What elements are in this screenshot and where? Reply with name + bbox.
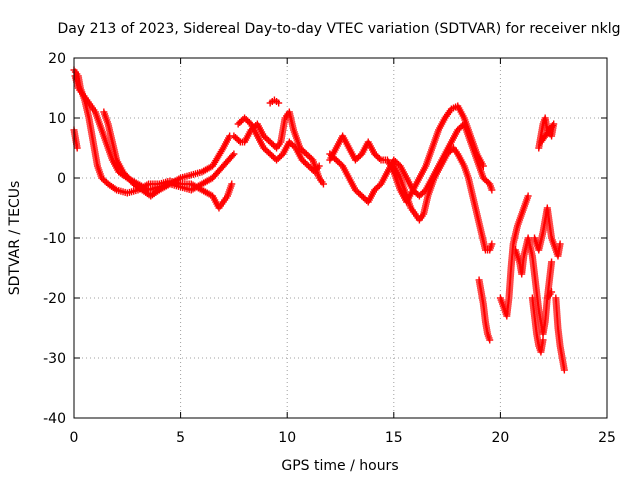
- y-tick-label: -20: [43, 291, 66, 307]
- data-point: [486, 336, 494, 344]
- data-point: [229, 152, 237, 159]
- data-point: [375, 155, 383, 162]
- data-point: [319, 180, 327, 188]
- data-point: [488, 186, 496, 194]
- y-tick-label: 10: [48, 111, 66, 127]
- data-point: [315, 162, 323, 170]
- y-tick-label: -10: [43, 231, 66, 247]
- axis-ticks: 0 5 10 15 20 25 -40 -30 -20 -10 0 10 20: [43, 51, 616, 446]
- data-point: [548, 288, 556, 296]
- x-tick-label: 0: [70, 430, 79, 446]
- data-points: [70, 66, 568, 374]
- data-point: [556, 240, 564, 248]
- y-tick-label: -30: [43, 351, 66, 367]
- x-tick-label: 20: [491, 430, 509, 446]
- y-axis-label: SDTVAR / TECUs: [7, 181, 23, 296]
- x-tick-label: 15: [385, 430, 403, 446]
- data-point: [488, 240, 496, 248]
- data-point: [235, 137, 243, 144]
- y-tick-label: 0: [57, 171, 66, 187]
- y-tick-label: -40: [43, 411, 66, 427]
- data-point: [539, 336, 547, 344]
- x-tick-label: 10: [278, 430, 296, 446]
- data-point: [228, 180, 236, 188]
- data-point: [73, 144, 81, 152]
- data-point: [230, 150, 238, 158]
- data-point: [524, 192, 532, 200]
- x-axis-label: GPS time / hours: [281, 458, 398, 474]
- data-point: [548, 258, 556, 266]
- x-tick-label: 25: [598, 430, 616, 446]
- data-point: [537, 138, 545, 146]
- chart-title: Day 213 of 2023, Sidereal Day-to-day VTE…: [58, 21, 621, 37]
- y-tick-label: 20: [48, 51, 66, 67]
- x-tick-label: 5: [176, 430, 185, 446]
- data-point: [275, 99, 283, 107]
- data-point: [560, 366, 568, 374]
